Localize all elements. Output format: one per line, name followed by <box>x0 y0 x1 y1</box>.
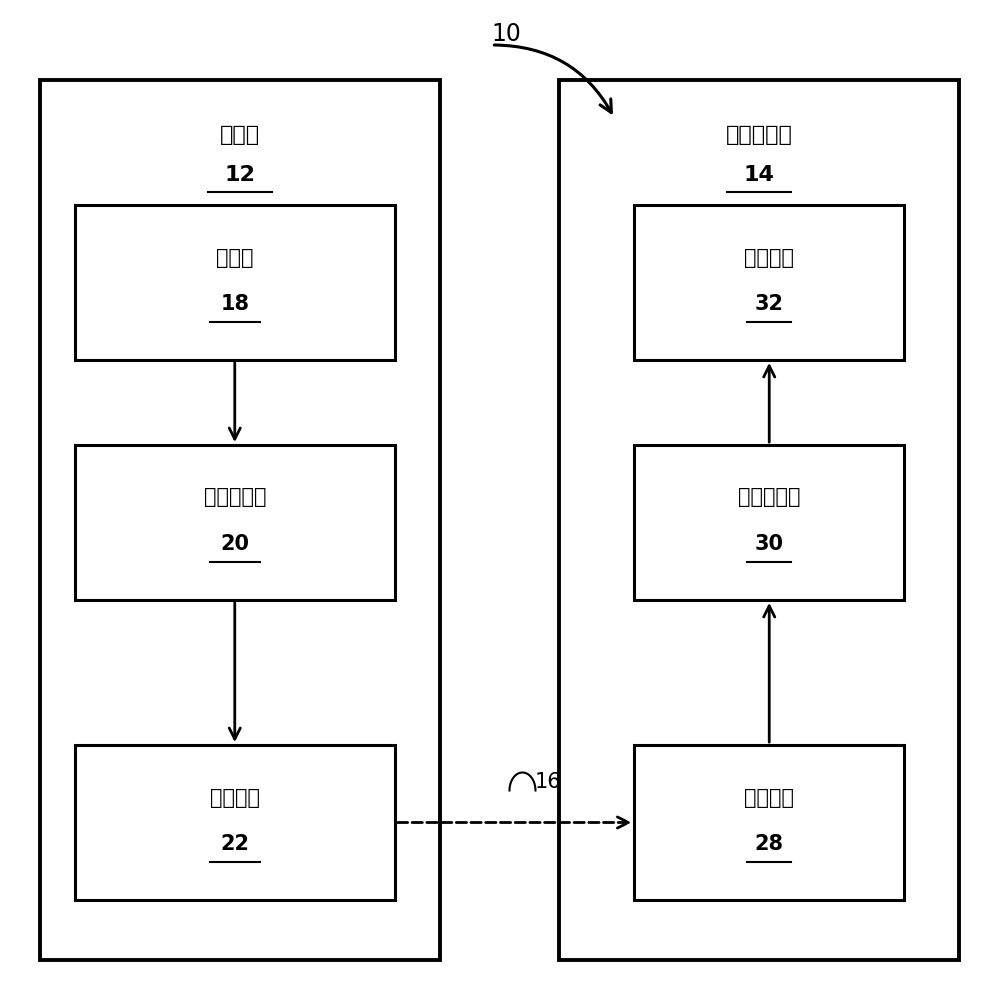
FancyBboxPatch shape <box>75 445 395 600</box>
Text: 目的地装置: 目的地装置 <box>726 125 792 145</box>
Text: 10: 10 <box>492 22 521 46</box>
Text: 14: 14 <box>744 165 774 185</box>
Text: 32: 32 <box>754 294 784 314</box>
Text: 18: 18 <box>220 294 250 314</box>
FancyBboxPatch shape <box>40 80 440 960</box>
FancyBboxPatch shape <box>634 745 904 900</box>
FancyBboxPatch shape <box>634 205 904 360</box>
Text: 12: 12 <box>225 165 255 185</box>
FancyBboxPatch shape <box>75 745 395 900</box>
Text: 视频解码器: 视频解码器 <box>738 488 800 507</box>
Text: 输出接口: 输出接口 <box>210 788 260 808</box>
Text: 30: 30 <box>754 534 784 554</box>
FancyBboxPatch shape <box>634 445 904 600</box>
Text: 20: 20 <box>220 534 250 554</box>
Text: 显示装置: 显示装置 <box>744 247 794 267</box>
Text: 视频源: 视频源 <box>216 247 254 267</box>
Text: 输入接口: 输入接口 <box>744 788 794 808</box>
Text: 28: 28 <box>754 834 784 854</box>
Text: 源装置: 源装置 <box>220 125 260 145</box>
FancyBboxPatch shape <box>559 80 959 960</box>
Text: 16: 16 <box>534 772 561 792</box>
Text: 视频编码器: 视频编码器 <box>204 488 266 507</box>
Text: 22: 22 <box>220 834 250 854</box>
FancyBboxPatch shape <box>75 205 395 360</box>
